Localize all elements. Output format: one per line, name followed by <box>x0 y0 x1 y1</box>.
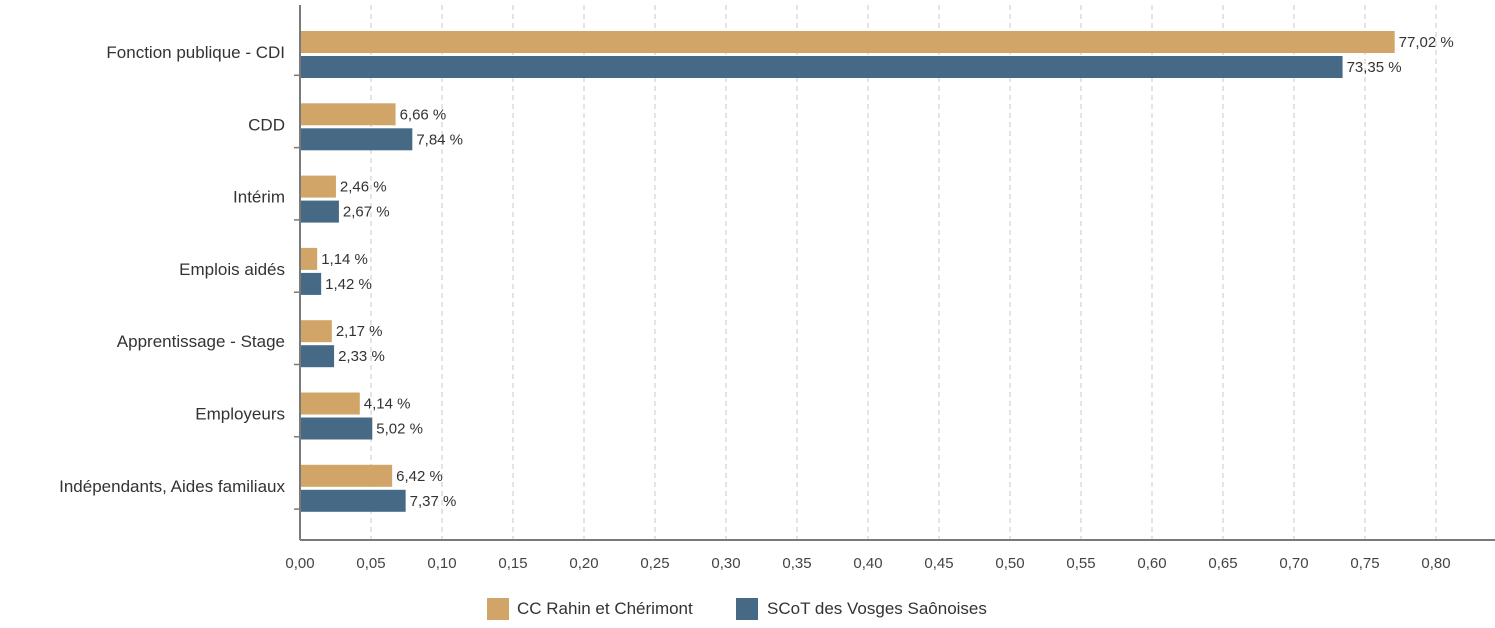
x-tick-label: 0,75 <box>1350 555 1379 572</box>
x-tick-label: 0,15 <box>498 555 527 572</box>
data-label: 77,02 % <box>1399 34 1454 51</box>
bar <box>301 103 396 126</box>
bar <box>301 128 413 151</box>
x-tick-label: 0,30 <box>711 555 740 572</box>
bar <box>301 464 393 487</box>
x-tick-label: 0,65 <box>1208 555 1237 572</box>
data-label: 6,66 % <box>400 106 447 123</box>
bar <box>301 247 318 270</box>
x-tick-label: 0,80 <box>1421 555 1450 572</box>
x-tick-label: 0,05 <box>356 555 385 572</box>
x-tick-label: 0,10 <box>427 555 456 572</box>
x-tick-label: 0,55 <box>1066 555 1095 572</box>
data-label: 1,14 % <box>321 251 368 268</box>
data-label: 4,14 % <box>364 396 411 413</box>
category-label: Employeurs <box>195 405 285 424</box>
data-label: 5,02 % <box>376 421 423 438</box>
bar <box>301 489 406 512</box>
category-label: CDD <box>248 115 285 134</box>
bar <box>301 31 1395 53</box>
x-tick-label: 0,25 <box>640 555 669 572</box>
data-label: 73,35 % <box>1347 59 1402 76</box>
x-tick-label: 0,70 <box>1279 555 1308 572</box>
grid-lines <box>370 5 1437 540</box>
x-tick-label: 0,40 <box>853 555 882 572</box>
x-tick-label: 0,00 <box>285 555 314 572</box>
legend-swatch <box>736 598 758 620</box>
bar <box>301 272 322 295</box>
x-tick-label: 0,50 <box>995 555 1024 572</box>
legend: CC Rahin et Chérimont SCoT des Vosges Saô… <box>487 598 987 620</box>
category-label: Apprentissage - Stage <box>117 332 285 351</box>
data-label: 2,17 % <box>336 323 383 340</box>
data-label: 2,33 % <box>338 348 385 365</box>
data-label: 7,84 % <box>416 131 463 148</box>
bar <box>301 175 336 198</box>
category-label: Emplois aidés <box>179 260 285 279</box>
data-label: 1,42 % <box>325 276 372 293</box>
x-tick-label: 0,45 <box>924 555 953 572</box>
data-label: 6,42 % <box>396 468 443 485</box>
bar <box>301 417 373 440</box>
bar <box>301 392 360 415</box>
data-label: 2,67 % <box>343 204 390 221</box>
bars: 77,02 % 73,35 % 6,66 % 7,84 % 2,46 % 2,67 % 1,… <box>301 31 1454 512</box>
bar <box>301 200 339 223</box>
bar <box>301 345 335 368</box>
legend-swatch <box>487 598 509 620</box>
bar <box>301 320 332 343</box>
category-label: Indépendants, Aides familiaux <box>59 477 285 496</box>
category-label: Intérim <box>233 188 285 207</box>
data-label: 7,37 % <box>410 493 457 510</box>
legend-label: SCoT des Vosges Saônoises <box>767 599 987 618</box>
data-label: 2,46 % <box>340 179 387 196</box>
legend-label: CC Rahin et Chérimont <box>517 599 693 618</box>
category-label: Fonction publique - CDI <box>106 43 285 62</box>
axes: 0,00 0,05 0,10 0,15 0,20 0,25 0,30 0,35 0,40 0,45… <box>59 5 1495 572</box>
x-tick-label: 0,35 <box>782 555 811 572</box>
bar <box>301 56 1343 78</box>
x-tick-label: 0,20 <box>569 555 598 572</box>
x-tick-label: 0,60 <box>1137 555 1166 572</box>
